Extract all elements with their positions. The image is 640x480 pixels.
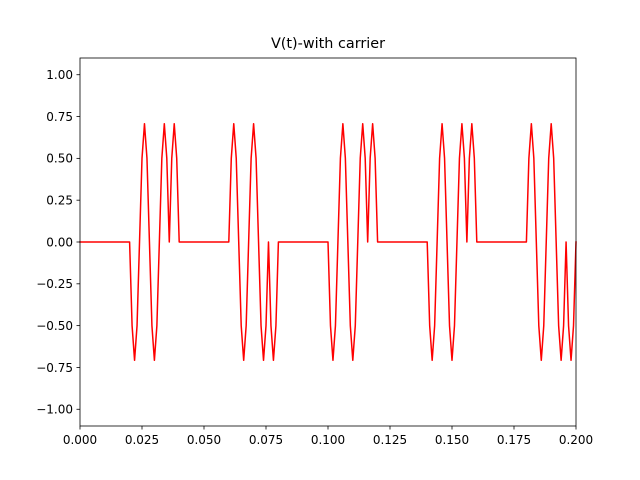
y-tick-label: −0.75 [36, 361, 73, 375]
plot-frame [79, 57, 577, 427]
y-tick-label: 0.50 [46, 152, 73, 166]
y-tick-label: 0.75 [46, 110, 73, 124]
y-tick-label: 0.00 [46, 235, 73, 249]
x-tick-label: 0.100 [311, 433, 345, 447]
y-tick-label: −0.25 [36, 277, 73, 291]
y-tick-label: −0.50 [36, 319, 73, 333]
x-tick-label: 0.025 [125, 433, 159, 447]
y-tick-label: 0.25 [46, 193, 73, 207]
series-layer [79, 122, 577, 362]
y-tick-label: 1.00 [46, 68, 73, 82]
x-tick-label: 0.075 [249, 433, 283, 447]
chart-title: V(t)-with carrier [271, 36, 385, 52]
x-tick-label: 0.175 [497, 433, 531, 447]
x-tick-label: 0.150 [435, 433, 469, 447]
x-tick-label: 0.125 [373, 433, 407, 447]
ticks-layer: 0.000 0.025 0.050 0.075 0.100 0.125 0.150 0.175… [36, 68, 593, 447]
x-tick-label: 0.200 [559, 433, 593, 447]
x-tick-label: 0.000 [63, 433, 97, 447]
x-tick-label: 0.050 [187, 433, 221, 447]
series-line [79, 122, 577, 362]
y-tick-label: −1.00 [36, 403, 73, 417]
